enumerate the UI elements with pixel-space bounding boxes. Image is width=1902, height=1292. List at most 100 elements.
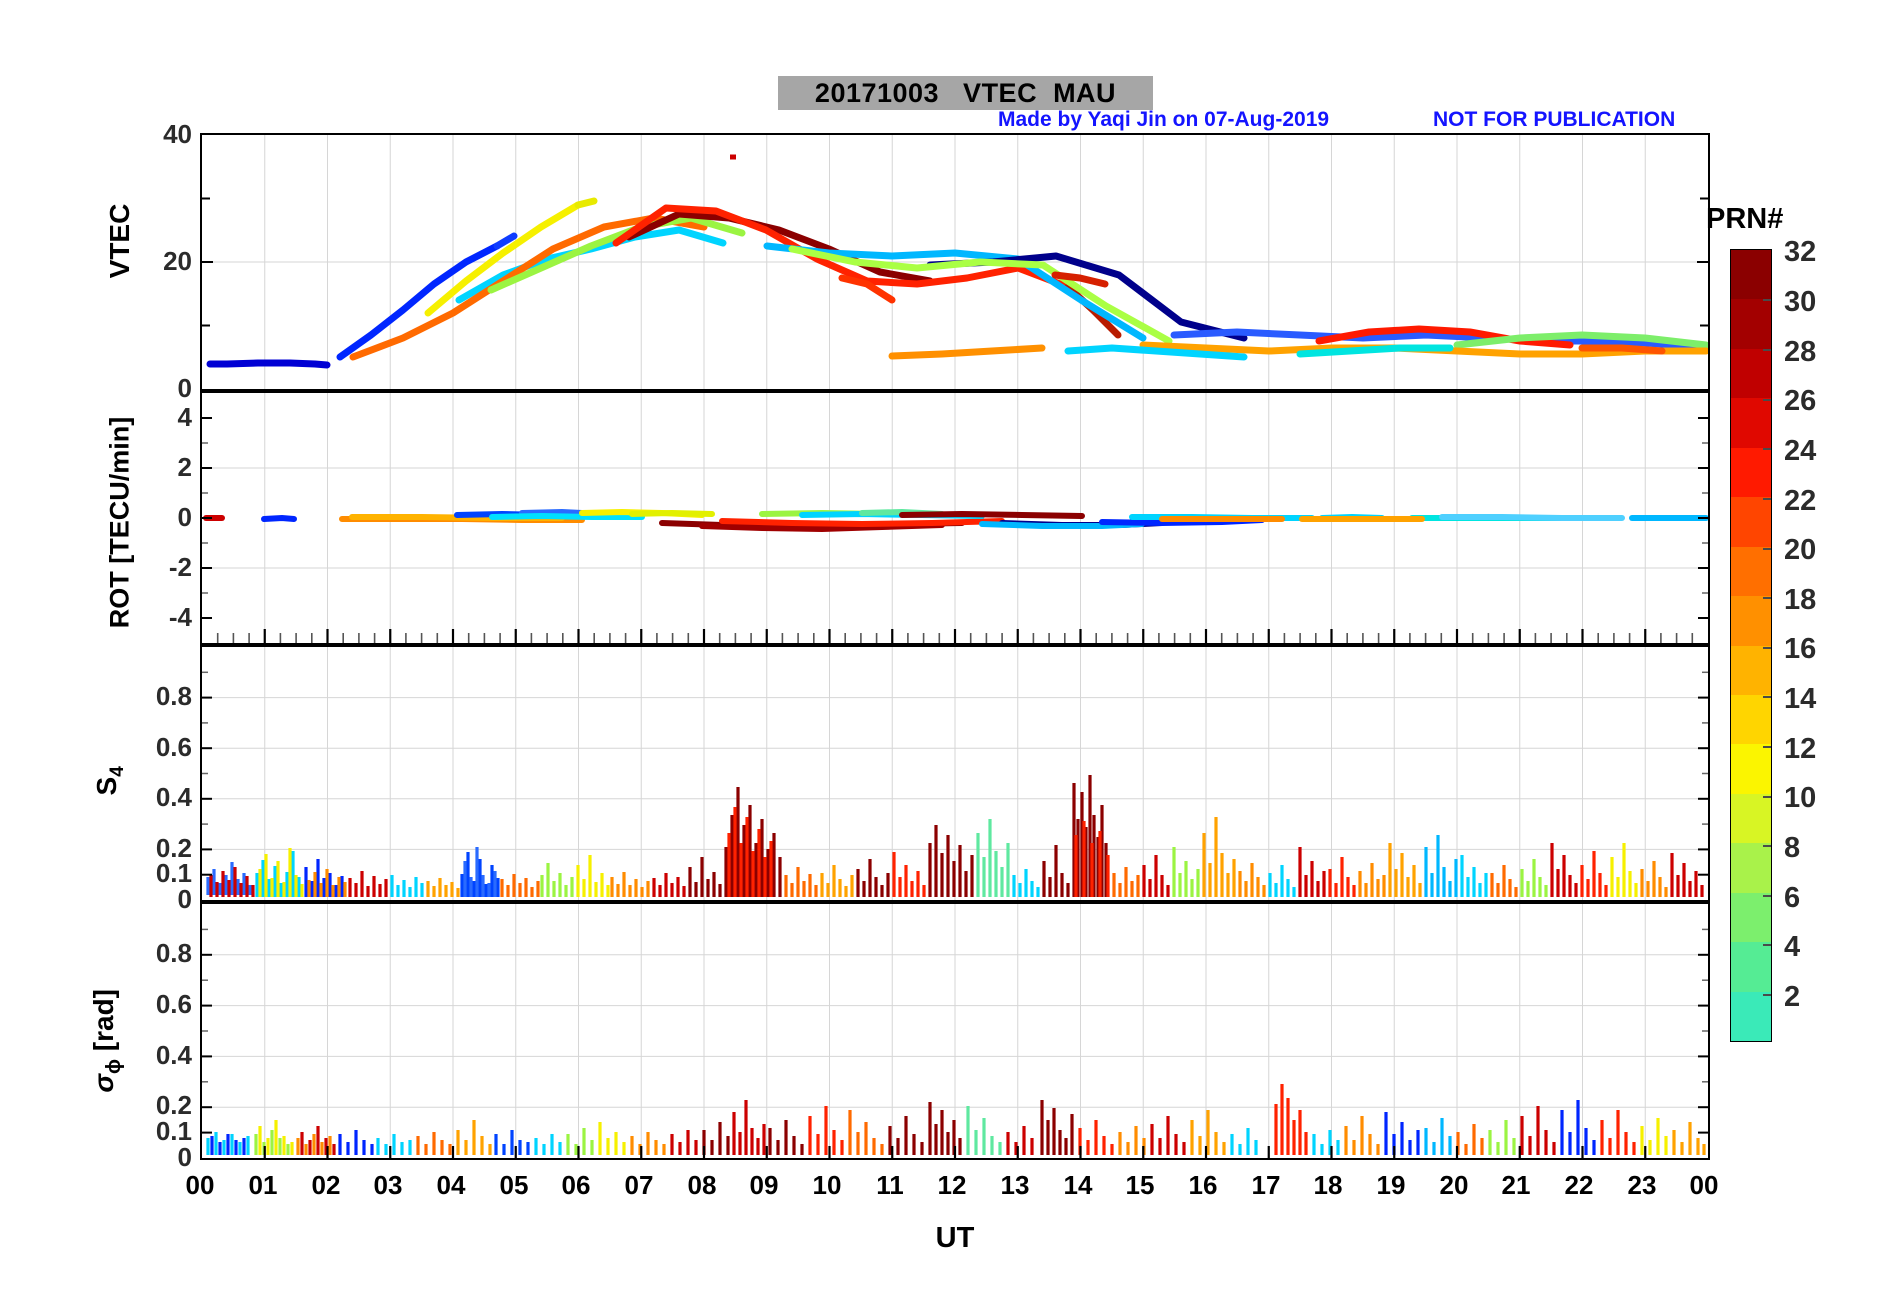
colorbar-segment: [1731, 1041, 1771, 1042]
xtick-00b: 00: [1689, 1170, 1719, 1200]
colorbar-label-4: 4: [1784, 931, 1801, 963]
colorbar-segment: [1731, 744, 1771, 794]
ytick-vtec-40: 40: [163, 119, 192, 149]
colorbar-segment: [1731, 942, 1771, 992]
xtick-04: 04: [436, 1170, 466, 1200]
vtec-plot-area: [202, 135, 1708, 389]
ytick-sigmaphi-01: 0.1: [155, 1116, 192, 1146]
panel-rot: [200, 391, 1710, 645]
colorbar-tick: [1763, 944, 1771, 946]
ylabel-vtec: VTEC: [104, 203, 135, 279]
colorbar-segment: [1731, 843, 1771, 893]
ytick-vtec-20: 20: [163, 246, 192, 276]
xtick-21: 21: [1501, 1170, 1531, 1200]
ytick-s4-08: 0.8: [155, 681, 192, 711]
colorbar-label-16: 16: [1784, 633, 1817, 665]
ytick-sigmaphi-06: 0.6: [155, 989, 192, 1019]
colorbar-label-14: 14: [1784, 683, 1817, 715]
colorbar-segment: [1731, 892, 1771, 943]
not-for-publication-annotation: NOT FOR PUBLICATION: [1433, 108, 1676, 131]
colorbar-title: PRN#: [1706, 203, 1784, 235]
made-by-annotation: Made by Yaqi Jin on 07-Aug-2019: [998, 108, 1330, 131]
xtick-14: 14: [1063, 1170, 1093, 1200]
x-axis-label: UT: [935, 1222, 975, 1254]
rot-plot-area: [202, 393, 1708, 643]
colorbar-tick: [1763, 448, 1771, 450]
colorbar-label-26: 26: [1784, 385, 1817, 417]
colorbar-segment: [1731, 991, 1771, 1041]
ytick-rot-neg4: -4: [168, 602, 192, 632]
colorbar-segment: [1731, 546, 1771, 597]
colorbar-segment: [1731, 596, 1771, 646]
xtick-09: 09: [749, 1170, 779, 1200]
colorbar-tick: [1763, 647, 1771, 649]
xtick-10: 10: [812, 1170, 842, 1200]
xtick-12: 12: [937, 1170, 967, 1200]
colorbar-segment: [1731, 447, 1771, 498]
s4-plot-area: [202, 647, 1708, 900]
xtick-11: 11: [876, 1170, 904, 1200]
page-title: 20171003 VTEC MAU: [778, 76, 1153, 110]
xtick-15: 15: [1125, 1170, 1155, 1200]
colorbar-tick: [1763, 548, 1771, 550]
ytick-rot-4: 4: [177, 402, 192, 432]
xtick-06: 06: [561, 1170, 591, 1200]
colorbar-segment: [1731, 398, 1771, 448]
colorbar-segment: [1731, 299, 1771, 349]
colorbar-tick: [1763, 895, 1771, 897]
colorbar-label-8: 8: [1784, 832, 1801, 864]
ytick-sigmaphi-04: 0.4: [155, 1040, 192, 1070]
colorbar-tick: [1763, 994, 1771, 996]
xtick-20: 20: [1439, 1170, 1469, 1200]
vtec-axis-ticks: [202, 197, 1708, 327]
colorbar-tick: [1763, 696, 1771, 698]
xtick-22: 22: [1564, 1170, 1594, 1200]
colorbar-label-2: 2: [1784, 981, 1801, 1013]
ytick-s4-04: 0.4: [155, 782, 192, 812]
colorbar-label-12: 12: [1784, 733, 1817, 765]
ytick-vtec-0: 0: [177, 373, 192, 403]
xtick-16: 16: [1188, 1170, 1218, 1200]
panel-sigma-phi: [200, 902, 1710, 1160]
xtick-08: 08: [687, 1170, 717, 1200]
colorbar[interactable]: [1730, 249, 1772, 1042]
panel-vtec: [200, 133, 1710, 391]
ytick-s4-02: 0.2: [155, 833, 192, 863]
colorbar-tick: [1763, 498, 1771, 500]
colorbar-tick: [1763, 299, 1771, 301]
xtick-18: 18: [1313, 1170, 1343, 1200]
colorbar-label-10: 10: [1784, 782, 1817, 814]
colorbar-label-32: 32: [1784, 236, 1817, 268]
xtick-00a: 00: [185, 1170, 215, 1200]
sigma-phi-plot-area: [202, 904, 1708, 1158]
ytick-rot-neg2: -2: [168, 552, 192, 582]
colorbar-tick: [1763, 597, 1771, 599]
sigma-phi-axis-ticks: [202, 928, 1708, 1158]
colorbar-label-28: 28: [1784, 336, 1817, 368]
xtick-07: 07: [624, 1170, 654, 1200]
ylabel-s4-subscript: 4: [106, 766, 128, 777]
colorbar-label-6: 6: [1784, 882, 1801, 914]
xtick-23: 23: [1627, 1170, 1657, 1200]
colorbar-tick: [1763, 746, 1771, 748]
colorbar-label-18: 18: [1784, 584, 1817, 616]
ytick-sigmaphi-0: 0: [177, 1142, 192, 1172]
colorbar-segment: [1731, 793, 1771, 844]
ytick-sigmaphi-02: 0.2: [155, 1090, 192, 1120]
xtick-17: 17: [1251, 1170, 1281, 1200]
colorbar-segment: [1731, 645, 1771, 695]
ytick-s4-06: 0.6: [155, 732, 192, 762]
ytick-s4-0: 0: [177, 884, 192, 914]
rot-axis-ticks: [202, 417, 1708, 643]
colorbar-segment: [1731, 250, 1771, 300]
colorbar-tick: [1763, 796, 1771, 798]
ytick-s4-01: 0.1: [155, 858, 192, 888]
colorbar-label-24: 24: [1784, 435, 1817, 467]
colorbar-segment: [1731, 694, 1771, 745]
panel-s4: [200, 645, 1710, 902]
colorbar-label-22: 22: [1784, 485, 1817, 517]
ytick-rot-2: 2: [177, 452, 192, 482]
colorbar-tick: [1763, 349, 1771, 351]
ytick-rot-0: 0: [177, 502, 192, 532]
